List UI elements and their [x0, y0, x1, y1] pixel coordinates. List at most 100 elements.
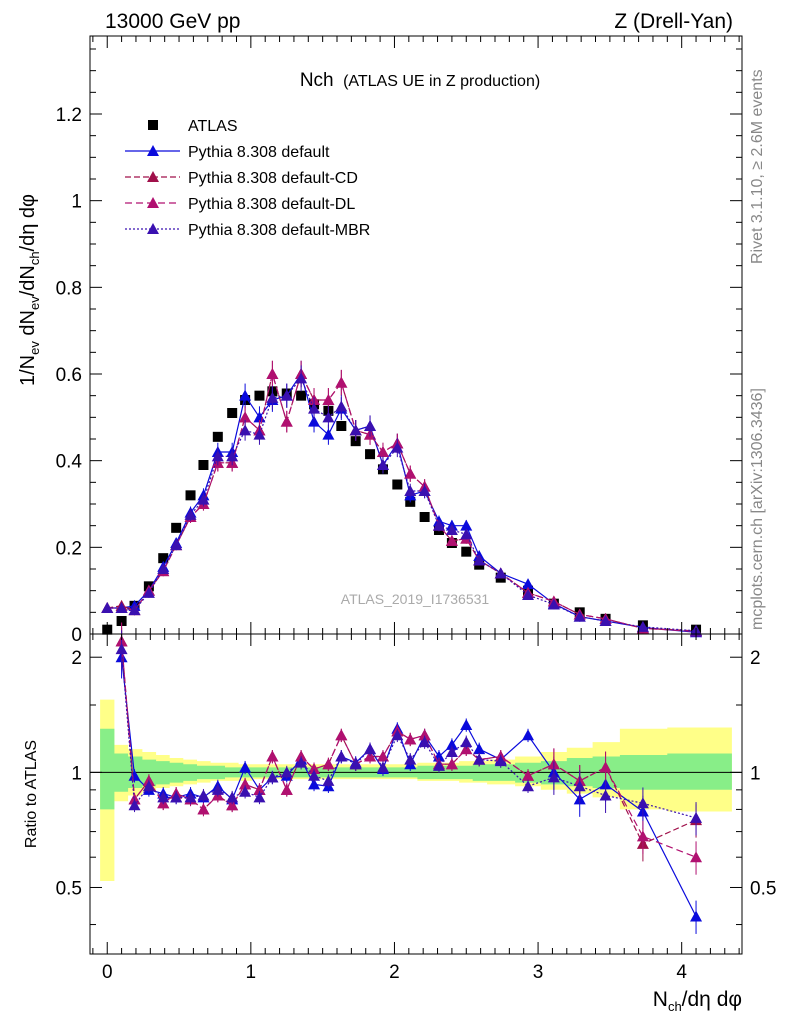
main-data-point	[254, 390, 265, 401]
ratio-data-point	[170, 791, 183, 803]
ratio-data-point	[473, 743, 486, 755]
ratio-data-point	[308, 778, 321, 790]
main-ytick-label: 0	[71, 625, 82, 646]
ratio-data-point	[636, 830, 649, 842]
ratio-data-point	[432, 759, 445, 771]
ratio-series-3	[115, 630, 703, 836]
ratio-data-point	[349, 758, 362, 770]
main-ytick-label: 0.8	[56, 278, 82, 299]
ratio-data-point	[445, 738, 458, 750]
main-data-point	[280, 415, 293, 427]
ratio-series-line	[121, 657, 697, 917]
main-data-point	[128, 604, 141, 616]
main-data-point	[445, 524, 458, 535]
main-data-point	[185, 490, 196, 501]
ratio-ytick-label: 1	[71, 763, 82, 784]
ratio-data-point	[573, 780, 586, 792]
main-data-point	[296, 390, 307, 401]
legend-label: Pythia 8.308 default-DL	[188, 196, 355, 213]
ratio-series-layer	[115, 622, 703, 934]
ratio-data-point	[280, 766, 293, 778]
main-data-point	[461, 546, 472, 557]
ratio-series-line	[121, 641, 697, 858]
main-data-point	[364, 420, 377, 431]
analysis-watermark: ATLAS_2019_I1736531	[341, 591, 490, 607]
ratio-ytick-label-right: 1	[750, 763, 761, 784]
ratio-data-point	[128, 799, 141, 811]
legend-marker	[147, 171, 159, 182]
main-data-point	[494, 567, 507, 579]
main-data-point	[322, 428, 335, 440]
ratio-data-point	[460, 718, 473, 730]
ratio-data-point	[599, 789, 612, 801]
main-ylabel: 1/Nev dNev/dNch/dη dφ	[17, 194, 42, 386]
main-data-point	[212, 431, 223, 442]
legend-label: Pythia 8.308 default-MBR	[188, 222, 370, 239]
main-data-point	[391, 441, 404, 453]
legend-entry-1: Pythia 8.308 default	[125, 144, 330, 161]
main-data-point	[573, 610, 586, 622]
ratio-data-point	[473, 753, 486, 765]
main-data-point	[226, 450, 239, 462]
plot-title: Nch (ATLAS UE in Z production)	[300, 70, 540, 91]
ratio-band-yellow	[100, 699, 732, 881]
ratio-data-point	[376, 750, 389, 762]
ratio-data-point	[308, 769, 321, 781]
ratio-data-point	[547, 771, 560, 783]
title-sub: (ATLAS UE in Z production)	[343, 73, 540, 90]
ratio-data-point	[266, 750, 279, 762]
ratio-data-point	[266, 771, 279, 783]
ratio-data-point	[322, 758, 335, 770]
header-left: 13000 GeV pp	[105, 10, 240, 33]
ratio-bands	[90, 699, 742, 881]
main-data-point	[460, 519, 473, 531]
legend-entry-3: Pythia 8.308 default-DL	[125, 196, 355, 213]
x-axis-label: Nch/dη dφ	[653, 988, 742, 1014]
main-data-point	[432, 519, 445, 531]
main-data-point	[239, 424, 252, 436]
ratio-data-point	[197, 803, 210, 815]
ratio-data-point	[690, 851, 703, 863]
ratio-data-point	[115, 643, 128, 655]
main-data-point	[599, 615, 612, 626]
ratio-data-point	[157, 791, 170, 803]
xtick-label: 1	[246, 962, 257, 983]
ratio-data-point	[226, 791, 239, 803]
main-data-point	[171, 522, 182, 533]
main-data-point	[376, 459, 389, 470]
main-data-point	[460, 528, 473, 540]
ratio-series-line	[121, 649, 697, 819]
main-axes: 0 0.2 0.4 0.6 0.8 1 1.2	[56, 36, 742, 646]
ratio-data-point	[445, 758, 458, 770]
main-data-point	[266, 391, 279, 403]
main-ytick-label: 1.2	[56, 105, 82, 126]
ratio-data-point	[142, 780, 155, 792]
ratio-data-point	[522, 769, 535, 781]
rivet-label: Rivet 3.1.10, ≥ 2.6M events	[749, 69, 766, 264]
ratio-data-point	[239, 761, 252, 773]
ratio-ytick-label: 0.5	[56, 878, 82, 899]
xtick-label: 2	[389, 962, 400, 983]
ratio-data-point	[522, 729, 535, 741]
ratio-data-point	[280, 783, 293, 795]
xtick-label: 0	[102, 962, 113, 983]
main-data-point	[404, 485, 417, 496]
main-data-point	[116, 616, 127, 626]
main-data-point	[197, 493, 210, 505]
ratio-data-point	[690, 910, 703, 922]
legend-label: ATLAS	[188, 118, 238, 135]
ratio-data-point	[322, 774, 335, 786]
ratio-data-point	[460, 736, 473, 748]
ratio-data-point	[376, 761, 389, 773]
main-data-point	[227, 408, 238, 418]
main-data-point	[308, 402, 321, 414]
main-series-line	[107, 371, 697, 632]
ratio-data-point	[445, 746, 458, 758]
mcplots-label: mcplots.cern.ch [arXiv:1306.3436]	[749, 388, 766, 630]
ratio-data-point	[335, 750, 348, 762]
main-data-point	[322, 411, 335, 423]
main-ytick-label: 0.6	[56, 365, 82, 386]
ratio-ylabel: Ratio to ATLAS	[23, 740, 40, 848]
legend-label: Pythia 8.308 default-CD	[188, 170, 358, 187]
main-data-point	[376, 446, 389, 457]
